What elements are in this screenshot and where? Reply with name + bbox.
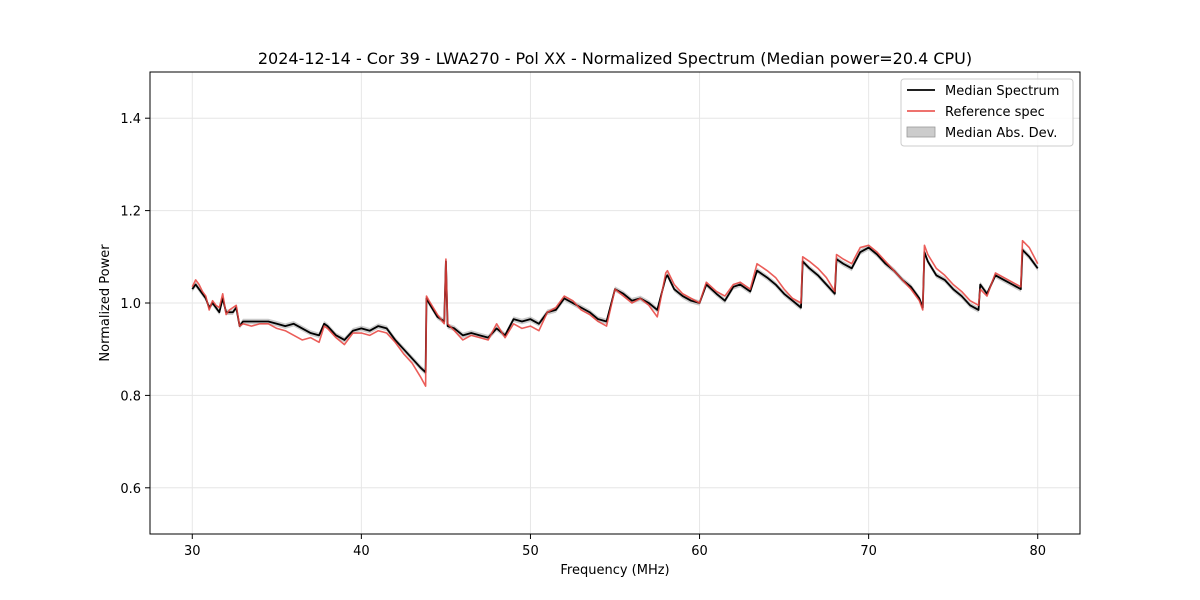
- chart-title: 2024-12-14 - Cor 39 - LWA270 - Pol XX - …: [258, 49, 972, 68]
- grid-lines: [150, 72, 1080, 534]
- x-tick-label: 50: [522, 544, 539, 559]
- legend-box: [900, 78, 1074, 147]
- median-abs-dev-band: [192, 244, 1038, 376]
- median-spectrum-line: [191, 246, 1039, 374]
- x-tick-label: 80: [1029, 544, 1046, 559]
- y-axis-label: Normalized Power: [98, 244, 113, 362]
- x-tick-label: 70: [860, 544, 877, 559]
- legend-mad-label: Median Abs. Dev.: [945, 126, 1057, 141]
- y-tick-label: 1.0: [120, 297, 141, 312]
- legend: Median Spectrum Reference spec Median Ab…: [900, 78, 1074, 147]
- x-tick-label: 40: [353, 544, 370, 559]
- y-tick-label: 0.6: [120, 482, 141, 497]
- legend-mad-swatch: [906, 126, 936, 138]
- x-tick-label: 60: [691, 544, 708, 559]
- y-tick-label: 1.2: [120, 205, 141, 220]
- axis-ticks: 30 40 50 60 70 80 0.6 0.8 1.0 1.2 1.4: [120, 112, 1046, 559]
- plot-area: [191, 239, 1039, 387]
- reference-spec-line: [191, 239, 1039, 387]
- x-tick-label: 30: [184, 544, 201, 559]
- legend-median-label: Median Spectrum: [945, 84, 1059, 99]
- y-tick-label: 0.8: [120, 389, 141, 404]
- y-tick-label: 1.4: [120, 112, 141, 127]
- legend-reference-label: Reference spec: [945, 105, 1045, 120]
- x-axis-label: Frequency (MHz): [560, 563, 669, 578]
